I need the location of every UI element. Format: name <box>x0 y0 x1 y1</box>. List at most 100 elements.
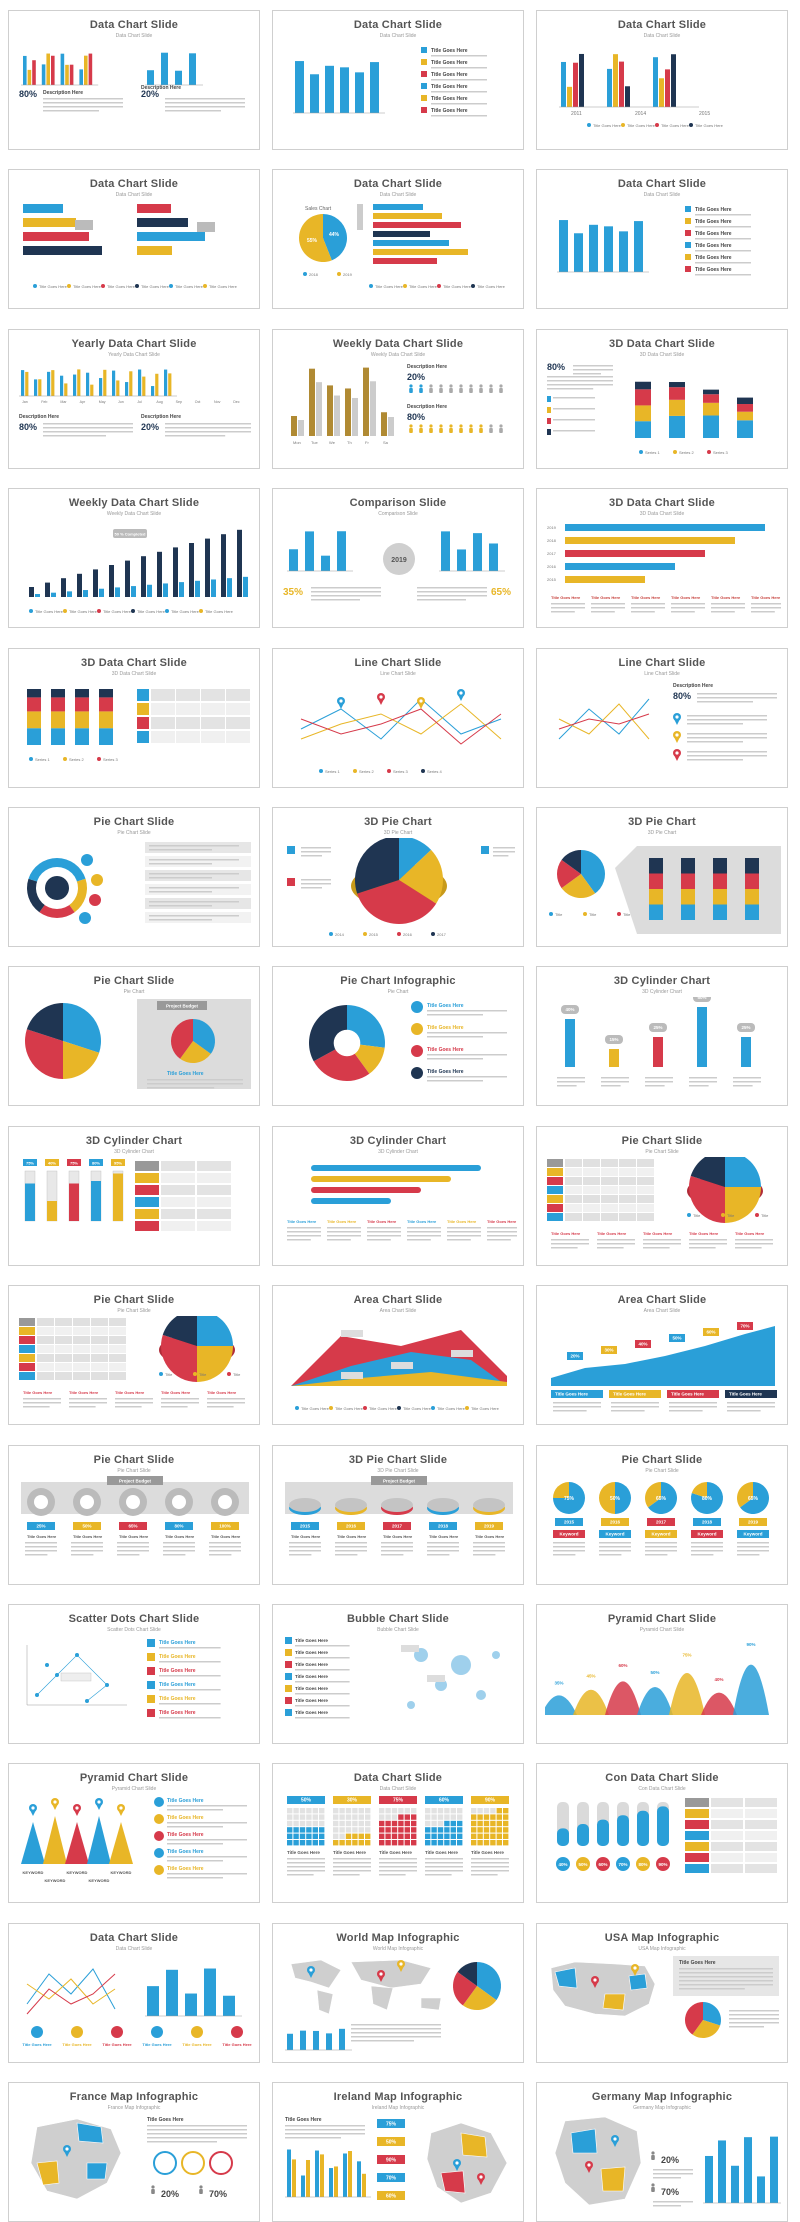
slide-thumbnail[interactable]: 3D Pie Chart 3D Pie Chart Title Title Title <box>536 807 788 947</box>
waffle-cell <box>293 1833 299 1840</box>
table-cell <box>711 1853 743 1863</box>
keyword-label: Keyword <box>697 1531 716 1536</box>
percent-tag <box>471 1796 509 1805</box>
slide-thumbnail[interactable]: Scatter Dots Chart Slide Scatter Dots Cha… <box>8 1604 260 1744</box>
map-pin-tip <box>632 1969 638 1976</box>
stacked-segment <box>649 904 663 920</box>
slide-thumbnail[interactable]: Pyramid Chart Slide Pyramid Chart Slide 35… <box>536 1604 788 1744</box>
slide-thumbnail[interactable]: Ireland Map Infographic Ireland Map Infog… <box>272 2082 524 2222</box>
keyword-pie-slice <box>599 1481 615 1514</box>
callout-tab <box>157 1001 207 1011</box>
body-text-line <box>427 1553 450 1556</box>
slide-thumbnail[interactable]: Data Chart Slide Data Chart Slide Title Go… <box>8 1922 260 2063</box>
slide-thumbnail[interactable]: Pie Chart Slide Pie Chart Slide Title Title… <box>536 1125 788 1266</box>
table-cell <box>583 1203 600 1212</box>
percent-value: 20% <box>141 89 159 99</box>
table-cell <box>109 1363 126 1372</box>
donut-hole <box>80 1494 94 1509</box>
slide-thumbnail[interactable]: Germany Map Infographic Germany Map Infog… <box>536 2082 788 2222</box>
slide-thumbnail[interactable]: Line Chart Slide Line Chart Slide Descript… <box>536 647 788 788</box>
table-row-head <box>685 1864 709 1874</box>
slide-thumbnail[interactable]: Con Data Chart Slide Con Data Chart Slide… <box>536 1763 788 1904</box>
slide-thumbnail[interactable]: Bubble Chart Slide Bubble Chart Slide Titl… <box>272 1604 524 1744</box>
table-cell <box>201 730 225 743</box>
map-pin-dot <box>379 694 383 699</box>
axes <box>26 1645 127 1706</box>
column-title: Title Goes Here <box>591 595 621 600</box>
slide-thumbnail[interactable]: Pyramid Chart Slide Pyramid Chart Slide KE… <box>8 1763 260 1904</box>
person-body <box>459 427 463 433</box>
slide-thumbnail[interactable]: 3D Data Chart Slide 3D Data Chart Slide 20… <box>536 488 788 629</box>
bar <box>29 587 34 598</box>
slide-thumbnail[interactable]: 3D Cylinder Chart 3D Cylinder Chart Title … <box>272 1125 524 1266</box>
slide-thumbnail[interactable]: World Map Infographic World Map Infograph… <box>272 1922 524 2063</box>
slide-thumbnail[interactable]: Data Chart Slide Data Chart Slide 2011 2014… <box>536 10 788 150</box>
slide-thumbnail[interactable]: Pie Chart Slide Pie Chart Slide Project Bu… <box>8 1444 260 1585</box>
slide-thumbnail[interactable]: Weekly Data Chart Slide Weekly Data Chart… <box>8 488 260 629</box>
slide-thumbnail[interactable]: Comparison Slide Comparison Slide 2019 35% 6… <box>272 488 524 629</box>
waffle-cell <box>299 1808 306 1814</box>
slide-thumbnail[interactable]: 3D Cylinder Chart 3D Cylinder Chart 40% 15%… <box>536 966 788 1107</box>
slide-thumbnail[interactable]: Data Chart Slide Data Chart Slide Title Go… <box>536 169 788 310</box>
table-cell <box>637 1167 654 1176</box>
horizontal-bar <box>137 204 171 214</box>
slide-thumbnail[interactable]: Area Chart Slide Area Chart Slide Title Go… <box>272 1285 524 1426</box>
row-icon-box <box>137 702 149 715</box>
slide-thumbnail[interactable]: 3D Pie Chart Slide 3D Pie Chart Slide Proj… <box>272 1444 524 1585</box>
bar <box>301 2175 305 2198</box>
keyword-tag <box>553 1529 585 1538</box>
slide-thumbnail[interactable]: Pie Chart Slide Pie Chart Slide <box>8 807 260 947</box>
slide-thumbnail[interactable]: Data Chart Slide Data Chart Slide 80% Descr… <box>8 10 260 150</box>
slide-thumbnail[interactable]: Line Chart Slide Line Chart Slide Series 1… <box>272 647 524 788</box>
slide-thumbnail[interactable]: France Map Infographic France Map Infogra… <box>8 2082 260 2222</box>
slide-thumbnail[interactable]: Data Chart Slide Data Chart Slide Title Go… <box>272 10 524 150</box>
slide-thumbnail[interactable]: 3D Cylinder Chart 3D Cylinder Chart 75% 40%… <box>8 1125 260 1266</box>
slide-thumbnail[interactable]: Pie Chart Slide Pie Chart Slide Title Title… <box>8 1285 260 1426</box>
body-text-line <box>645 1541 677 1544</box>
slide-thumbnail[interactable]: Yearly Data Chart Slide Yearly Data Chart… <box>8 328 260 469</box>
donut-hole <box>333 1030 361 1057</box>
legend-dot <box>135 284 139 289</box>
slide-thumbnail[interactable]: Data Chart Slide Data Chart Slide Sales Ch… <box>272 169 524 310</box>
body-text-line <box>711 607 745 609</box>
person-icon <box>419 384 423 388</box>
slide-thumbnail[interactable]: Pie Chart Slide Pie Chart Project Budget Ti… <box>8 966 260 1107</box>
slide-thumbnail[interactable]: Data Chart Slide Data Chart Slide 50% Title… <box>272 1763 524 1904</box>
stacked-segment <box>27 710 41 728</box>
slide-thumbnail[interactable]: Pie Chart Slide Pie Chart Slide 75% 2015 Key… <box>536 1444 788 1585</box>
slide-thumbnail[interactable]: Pie Chart Infographic Pie Chart Title Goes… <box>272 966 524 1107</box>
table-cell <box>711 1831 743 1841</box>
waffle-cell <box>503 1814 509 1821</box>
legend-label: Title Goes Here <box>593 123 622 128</box>
slide-title: 3D Data Chart Slide <box>609 337 715 350</box>
slide-thumbnail[interactable]: 3D Data Chart Slide 3D Data Chart Slide 80… <box>536 328 788 469</box>
body-text-line <box>285 2133 365 2135</box>
legend-label: Title Goes Here <box>403 1406 432 1411</box>
slide-thumbnail[interactable]: 3D Data Chart Slide 3D Data Chart Slide Se… <box>8 647 260 788</box>
waffle-cell <box>345 1821 352 1827</box>
percent-label: 40% <box>638 1342 647 1347</box>
stacked-segment <box>681 873 695 889</box>
slide-thumbnail[interactable]: 3D Pie Chart 3D Pie Chart 2014 2015 2016 2017 <box>272 807 524 947</box>
map-pin-tip <box>30 1810 36 1817</box>
bar <box>142 376 146 396</box>
body-text-line <box>301 855 322 857</box>
list-item-title: Title Goes Here <box>431 60 468 66</box>
waffle-cell <box>457 1821 463 1827</box>
pie3d-slice <box>161 1335 197 1383</box>
keyword-label: KEYWORD <box>111 1870 132 1875</box>
slide-thumbnail[interactable]: USA Map Infographic USA Map Infographic Ti… <box>536 1922 788 2063</box>
feature-icon <box>411 1001 423 1014</box>
waffle-cell <box>444 1840 450 1846</box>
slide-thumbnail[interactable]: Data Chart Slide Data Chart Slide Title Go… <box>8 169 260 310</box>
percent-label: 50% <box>301 1798 312 1804</box>
waffle-cell <box>306 1840 312 1846</box>
slide-thumbnail[interactable]: Area Chart Slide Area Chart Slide 20% 30% 40… <box>536 1285 788 1426</box>
legend-dot <box>159 1372 163 1377</box>
year-label: 2019 <box>484 1523 495 1528</box>
series-line <box>558 713 650 730</box>
body-text-line <box>735 1246 762 1249</box>
slide-thumbnail[interactable]: Weekly Data Chart Slide Weekly Data Chart… <box>272 328 524 469</box>
waffle-cell <box>385 1821 391 1827</box>
bar <box>155 373 159 396</box>
